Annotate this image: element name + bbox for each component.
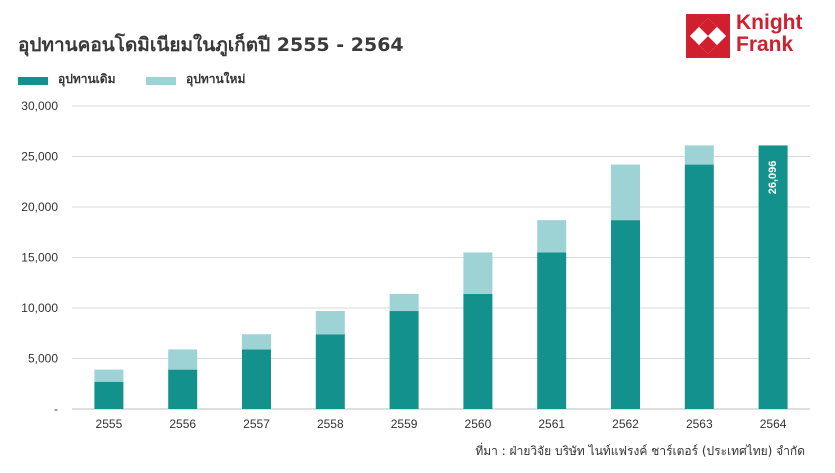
y-tick-label: 25,000	[21, 150, 58, 164]
x-tick-label: 2559	[391, 417, 418, 431]
bar-existing-supply	[463, 293, 493, 409]
bar-new-supply	[611, 164, 640, 221]
bar-existing-supply	[758, 145, 788, 409]
x-tick-label: 2557	[243, 417, 270, 431]
bar-new-supply	[168, 349, 198, 370]
legend-swatch-new-supply	[146, 77, 176, 85]
x-tick-label: 2561	[538, 417, 565, 431]
logo-word-frank: Frank	[736, 33, 794, 56]
x-tick-label: 2555	[96, 417, 123, 431]
source-note: ที่มา : ฝ่ายวิจัย บริษัท ไนท์แฟรงค์ ชาร์…	[475, 444, 805, 458]
legend-label-existing-supply: อุปทานเดิม	[58, 72, 116, 86]
y-tick-label: 10,000	[21, 301, 58, 315]
bar-existing-supply	[242, 349, 271, 409]
y-tick-label: 15,000	[21, 251, 58, 265]
bar-existing-supply	[537, 252, 567, 409]
legend-label-new-supply: อุปทานใหม่	[186, 72, 246, 86]
bar-new-supply	[315, 311, 345, 335]
bar-new-supply	[684, 145, 714, 165]
bar-existing-supply	[684, 164, 714, 409]
bar-existing-supply	[315, 334, 345, 409]
x-tick-label: 2563	[686, 417, 713, 431]
knight-frank-logo-icon	[686, 14, 730, 58]
y-tick-label: 20,000	[21, 200, 58, 214]
bar-new-supply	[463, 252, 493, 294]
chart-title: อุปทานคอนโดมิเนียมในภูเก็ตปี 2555 - 2564	[18, 34, 404, 56]
legend-swatch-existing-supply	[18, 77, 48, 85]
bar-new-supply	[94, 369, 124, 382]
logo-wordmark: Knight Frank	[736, 12, 802, 56]
bar-existing-supply	[94, 381, 124, 409]
x-tick-label: 2560	[465, 417, 492, 431]
x-tick-label: 2564	[760, 417, 787, 431]
knight-frank-logo: Knight Frank	[686, 12, 806, 62]
x-tick-label: 2556	[169, 417, 196, 431]
x-tick-label: 2562	[612, 417, 639, 431]
y-tick-label: 30,000	[21, 99, 58, 113]
x-tick-label: 2558	[317, 417, 344, 431]
y-tick-label: 5,000	[28, 352, 58, 366]
y-tick-label: -	[54, 402, 58, 416]
logo-word-knight: Knight	[736, 11, 803, 34]
bar-new-supply	[537, 220, 567, 253]
bar-existing-supply	[168, 369, 198, 409]
bar-existing-supply	[389, 311, 419, 409]
bar-new-supply	[242, 334, 271, 350]
bar-existing-supply	[611, 220, 640, 409]
data-label: 26,096	[767, 161, 779, 195]
bar-new-supply	[389, 293, 419, 312]
